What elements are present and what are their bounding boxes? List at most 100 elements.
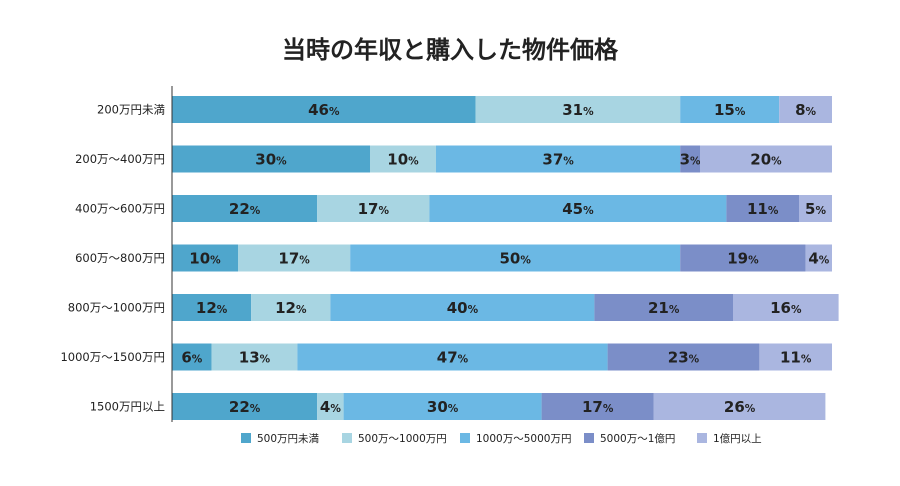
bar-segment bbox=[343, 393, 542, 420]
category-label: 200万円未満 bbox=[97, 103, 165, 117]
bar-row: 800万〜1000万円 12% 12% 40% 21% 16% bbox=[68, 294, 839, 321]
bar-segment bbox=[436, 145, 681, 173]
data-label: 22% bbox=[229, 200, 261, 218]
data-label: 17% bbox=[278, 250, 310, 268]
category-label: 400万〜600万円 bbox=[75, 202, 165, 216]
bar-segment bbox=[172, 343, 212, 371]
data-label: 8% bbox=[795, 101, 816, 119]
data-label: 40% bbox=[447, 299, 479, 317]
category-label: 800万〜1000万円 bbox=[68, 301, 165, 315]
data-label: 31% bbox=[562, 101, 594, 119]
legend-item: 500万円未満 bbox=[241, 433, 320, 445]
bar-segment bbox=[317, 195, 430, 222]
bar-segment bbox=[172, 393, 318, 420]
bar-segment bbox=[429, 195, 727, 222]
legend-swatch bbox=[342, 433, 352, 443]
data-label: 30% bbox=[427, 398, 459, 416]
bar-segment bbox=[172, 294, 252, 321]
data-label: 12% bbox=[196, 299, 228, 317]
bar-segment bbox=[779, 96, 832, 123]
data-label: 12% bbox=[275, 299, 307, 317]
bar-segment bbox=[799, 195, 832, 222]
data-label: 10% bbox=[189, 250, 221, 268]
data-label: 21% bbox=[648, 299, 680, 317]
bar-segment bbox=[317, 393, 344, 420]
category-label: 1000万〜1500万円 bbox=[60, 350, 165, 364]
category-label: 1500万円以上 bbox=[90, 400, 165, 414]
data-label: 5% bbox=[805, 200, 826, 218]
bar-segment bbox=[172, 195, 318, 222]
legend-swatch bbox=[697, 433, 707, 443]
bar-segment bbox=[238, 244, 351, 272]
data-label: 23% bbox=[668, 349, 700, 367]
legend-swatch bbox=[241, 433, 251, 443]
data-label: 4% bbox=[320, 398, 341, 416]
bar-segment bbox=[330, 294, 595, 321]
data-label: 17% bbox=[582, 398, 614, 416]
chart-title: 当時の年収と購入した物件価格 bbox=[282, 36, 619, 64]
bar-row: 200万〜400万円 30% 10% 37% 3% 20% bbox=[75, 145, 832, 173]
data-label: 15% bbox=[714, 101, 746, 119]
data-label: 6% bbox=[181, 349, 202, 367]
bar-row: 200万円未満 46% 31% 15% 8% bbox=[97, 96, 832, 123]
data-label: 3% bbox=[680, 151, 701, 169]
bar-row: 1000万〜1500万円 6% 13% 47% 23% 11% bbox=[60, 343, 832, 371]
category-label: 600万〜800万円 bbox=[75, 251, 165, 265]
data-label: 10% bbox=[387, 151, 419, 169]
bar-segment bbox=[594, 294, 733, 321]
bar-segment bbox=[726, 195, 799, 222]
data-label: 26% bbox=[724, 398, 756, 416]
data-label: 11% bbox=[780, 349, 812, 367]
data-label: 16% bbox=[770, 299, 802, 317]
bar-segment bbox=[541, 393, 654, 420]
legend-label: 1億円以上 bbox=[713, 432, 762, 445]
data-label: 30% bbox=[255, 151, 287, 169]
bar-segment bbox=[172, 145, 370, 173]
bar-segment bbox=[211, 343, 298, 371]
bar-segment bbox=[251, 294, 331, 321]
legend-label: 5000万〜1億円 bbox=[600, 432, 675, 445]
bar-segment bbox=[805, 244, 832, 272]
data-label: 22% bbox=[229, 398, 261, 416]
chart-legend: 500万円未満 500万〜1000万円 1000万〜5000万円 5000万〜1億円 1… bbox=[241, 432, 762, 445]
legend-item: 500万〜1000万円 bbox=[342, 433, 447, 445]
bar-row: 600万〜800万円 10% 17% 50% 19% 4% bbox=[75, 244, 832, 272]
category-label: 200万〜400万円 bbox=[75, 152, 165, 166]
data-label: 20% bbox=[750, 151, 782, 169]
data-label: 13% bbox=[239, 349, 271, 367]
bar-segment bbox=[350, 244, 681, 272]
bar-segment bbox=[172, 244, 238, 272]
bar-segment bbox=[680, 244, 806, 272]
legend-label: 500万円未満 bbox=[257, 433, 320, 445]
bar-segment bbox=[607, 343, 760, 371]
bar-segment bbox=[172, 96, 476, 123]
data-label: 46% bbox=[308, 101, 340, 119]
bar-segment bbox=[680, 96, 780, 123]
bar-segment bbox=[653, 393, 826, 420]
bar-segment bbox=[475, 96, 681, 123]
legend-label: 500万〜1000万円 bbox=[358, 433, 447, 445]
legend-swatch bbox=[460, 433, 470, 443]
data-label: 4% bbox=[808, 250, 829, 268]
bar-segment bbox=[370, 145, 436, 173]
bar-row: 400万〜600万円 22% 17% 45% 11% 5% bbox=[75, 195, 832, 222]
legend-item: 5000万〜1億円 bbox=[584, 432, 675, 445]
data-label: 45% bbox=[562, 200, 594, 218]
bar-segment bbox=[759, 343, 832, 371]
data-label: 19% bbox=[727, 250, 759, 268]
data-label: 47% bbox=[437, 349, 469, 367]
bar-segment bbox=[680, 145, 700, 173]
chart-rows: 200万円未満 46% 31% 15% 8%200万〜400万円 30% 10% 37% 3% 2… bbox=[60, 96, 839, 420]
legend-item: 1億円以上 bbox=[697, 432, 762, 445]
bar-segment bbox=[297, 343, 608, 371]
bar-row: 1500万円以上 22% 4% 30% 17% 26% bbox=[90, 393, 826, 420]
legend-label: 1000万〜5000万円 bbox=[476, 433, 571, 445]
data-label: 37% bbox=[542, 151, 574, 169]
bar-segment bbox=[700, 145, 832, 173]
legend-item: 1000万〜5000万円 bbox=[460, 433, 571, 445]
data-label: 11% bbox=[747, 200, 779, 218]
bar-segment bbox=[733, 294, 839, 321]
legend-swatch bbox=[584, 433, 594, 443]
